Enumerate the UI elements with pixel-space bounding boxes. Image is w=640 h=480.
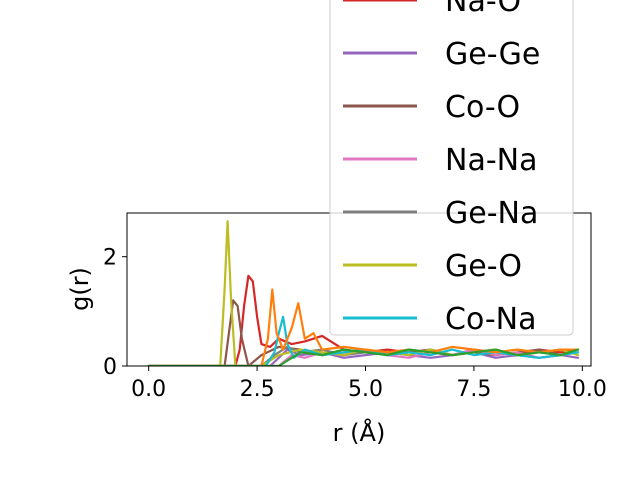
legend-label-co-na: Co-Na [445,302,537,337]
x-axis-ticks: 0.0 2.5 5.0 7.5 10.0 [131,366,607,402]
legend-label-na-o: Na-O [445,0,521,19]
series-line-unlabeled-8 [147,348,580,366]
x-tick-label: 0.0 [131,377,166,402]
plot-lines [147,220,580,366]
x-tick-label: 7.5 [456,377,491,402]
y-tick-label: 2 [103,246,117,271]
legend-items: Na-O Ge-Ge Co-O Na-Na Ge-Na Ge-O Co-Na [343,0,540,337]
x-tick-label: 2.5 [240,377,275,402]
legend-label-ge-o: Ge-O [445,249,522,284]
legend-label-ge-ge: Ge-Ge [445,37,540,72]
x-tick-label: 10.0 [558,377,607,402]
legend-label-co-o: Co-O [445,90,520,125]
legend-label-na-na: Na-Na [445,143,537,178]
y-tick-label: 0 [103,355,117,380]
legend-label-ge-na: Ge-Na [445,196,538,231]
legend-box [329,0,574,336]
x-axis-label: r (Å) [333,418,386,447]
y-axis-ticks: 02 [103,246,127,380]
legend: Na-O Ge-Ge Co-O Na-Na Ge-Na Ge-O Co-Na [329,0,574,337]
y-axis-label: g(r) [66,267,94,311]
x-tick-label: 5.0 [348,377,383,402]
